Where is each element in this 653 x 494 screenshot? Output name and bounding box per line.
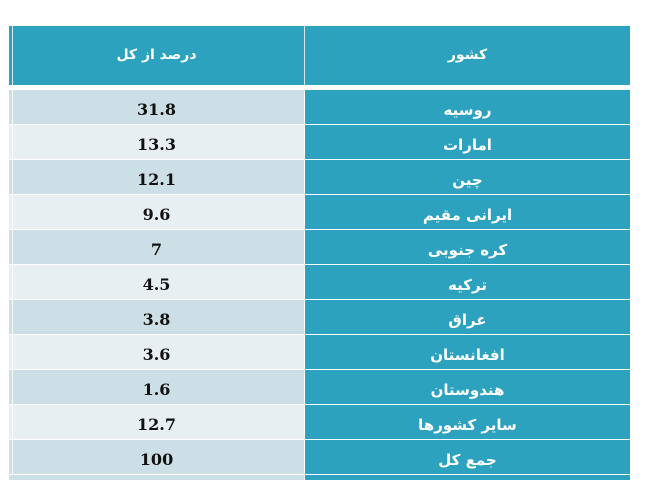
left-border [12, 125, 13, 159]
percent-cell: 4.5 [9, 265, 304, 299]
table-row: 12.7 سایر کشورها [9, 405, 630, 439]
percent-cell: 100 [9, 440, 304, 474]
country-cell: ترکیه [305, 265, 630, 299]
country-cell: چین [305, 160, 630, 194]
table-header: درصد از کل کشور [9, 26, 630, 85]
left-border [12, 405, 13, 439]
table-row: 100 جمع کل [9, 440, 630, 474]
left-border [12, 195, 13, 229]
percent-cell: 7 [9, 230, 304, 264]
left-border [12, 370, 13, 404]
header-country: کشور [447, 47, 488, 63]
table-row: 12.1 چین [9, 160, 630, 194]
country-cell: جمع کل [305, 440, 630, 474]
country-cell [305, 475, 630, 480]
country-cell: عراق [305, 300, 630, 334]
percent-cell: 1.6 [9, 370, 304, 404]
left-border [12, 300, 13, 334]
header-percent: درصد از کل [116, 47, 197, 63]
left-border [12, 335, 13, 369]
percent-cell: 12.7 [9, 405, 304, 439]
table-row: 9.6 ایرانی مقیم [9, 195, 630, 229]
country-cell: کره جنوبی [305, 230, 630, 264]
table-row: 3.8 عراق [9, 300, 630, 334]
percent-cell: 3.8 [9, 300, 304, 334]
left-border [12, 230, 13, 264]
table-row: 4.5 ترکیه [9, 265, 630, 299]
percent-cell: 13.3 [9, 125, 304, 159]
table-row: 7 کره جنوبی [9, 230, 630, 264]
percent-cell: 12.1 [9, 160, 304, 194]
country-cell: هندوستان [305, 370, 630, 404]
country-cell: سایر کشورها [305, 405, 630, 439]
left-border [12, 26, 13, 85]
percent-cell: 3.6 [9, 335, 304, 369]
table-row-partial [9, 475, 630, 480]
percent-cell [9, 475, 304, 480]
country-cell: ایرانی مقیم [305, 195, 630, 229]
table-row: 3.6 افغانستان [9, 335, 630, 369]
percent-cell: 9.6 [9, 195, 304, 229]
table-row: 1.6 هندوستان [9, 370, 630, 404]
header-divider [304, 26, 305, 85]
table-row: 13.3 امارات [9, 125, 630, 159]
left-border [12, 160, 13, 194]
table-row: 31.8 روسیه [9, 90, 630, 124]
country-cell: روسیه [305, 90, 630, 124]
percent-cell: 31.8 [9, 90, 304, 124]
country-cell: امارات [305, 125, 630, 159]
left-border [12, 440, 13, 474]
left-border [12, 90, 13, 124]
left-border [12, 265, 13, 299]
country-cell: افغانستان [305, 335, 630, 369]
